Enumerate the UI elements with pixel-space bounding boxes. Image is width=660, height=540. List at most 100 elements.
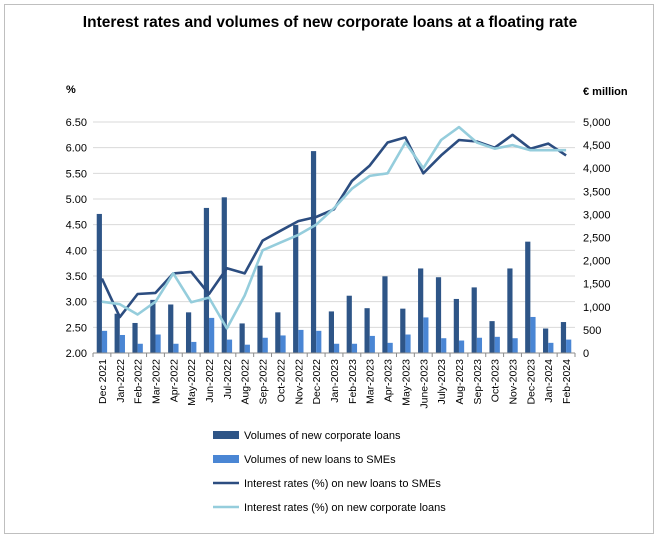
bar: [423, 317, 429, 353]
right-tick-label: 2,500: [583, 233, 611, 245]
bar: [310, 151, 317, 353]
category-label: Apr-2023: [383, 359, 395, 402]
bar: [525, 241, 531, 353]
bar: [334, 343, 340, 353]
category-label: Jan-2023: [329, 359, 341, 403]
category-label: Jul-2022: [222, 359, 234, 399]
bar: [418, 268, 424, 353]
category-label: Apr-2022: [168, 359, 180, 402]
category-label: Feb-2024: [561, 359, 573, 404]
category-label: Mar-2022: [150, 359, 162, 404]
left-tick-label: 6.50: [66, 117, 87, 129]
bar: [244, 344, 250, 353]
bar: [275, 312, 281, 353]
category-label: May-2023: [400, 359, 412, 406]
bar: [369, 335, 375, 353]
bar: [119, 334, 125, 353]
bar: [400, 308, 406, 353]
category-label: Oct-2023: [490, 359, 502, 402]
bar: [132, 322, 138, 353]
legend-label: Volumes of new corporate loans: [244, 430, 401, 442]
legend-label: Interest rates (%) on new loans to SMEs: [244, 478, 441, 490]
bar: [293, 225, 299, 353]
bar: [203, 207, 210, 353]
left-tick-label: 4.00: [66, 245, 87, 257]
chart-frame: [4, 4, 654, 534]
bar: [351, 343, 358, 353]
category-label: Aug-2023: [454, 359, 466, 405]
bar: [489, 321, 495, 353]
bar: [168, 304, 174, 353]
bar: [209, 317, 215, 353]
category-label: Oct-2022: [275, 359, 287, 402]
left-axis-unit: %: [66, 84, 76, 96]
category-label: Jun-2022: [204, 359, 216, 403]
right-tick-label: 3,000: [583, 209, 611, 221]
category-label: Nov-2022: [293, 359, 305, 405]
series-line: [100, 133, 567, 319]
right-tick-label: 1,500: [583, 279, 611, 291]
bar: [543, 328, 549, 353]
bar: [150, 299, 156, 353]
bar: [226, 339, 233, 353]
left-tick-label: 5.50: [66, 168, 87, 180]
left-tick-label: 3.00: [66, 297, 87, 309]
left-tick-label: 2.50: [66, 322, 87, 334]
bar: [185, 312, 192, 353]
bar: [257, 265, 263, 353]
category-label: Sep-2022: [258, 359, 270, 405]
category-label: June-2023: [418, 359, 430, 409]
bar: [173, 343, 179, 353]
bar: [101, 330, 108, 353]
left-tick-label: 3.50: [66, 271, 87, 283]
left-tick-label: 6.00: [66, 143, 87, 155]
bar: [387, 342, 393, 353]
right-tick-label: 0: [583, 348, 589, 360]
right-tick-label: 2,000: [583, 256, 611, 268]
bar: [566, 339, 572, 353]
bar: [114, 313, 120, 353]
bar: [458, 340, 465, 353]
bar: [137, 343, 143, 353]
category-label: Jan-2022: [115, 359, 127, 403]
bar: [382, 276, 388, 353]
category-label: Dec-2022: [311, 359, 323, 405]
legend-label: Interest rates (%) on new corporate loan…: [244, 502, 446, 514]
category-label: July-2023: [436, 359, 448, 405]
bar: [476, 337, 483, 353]
bar: [316, 330, 322, 353]
bar: [441, 338, 447, 353]
right-tick-label: 4,500: [583, 140, 611, 152]
bar: [512, 338, 518, 353]
category-label: Feb-2023: [347, 359, 359, 404]
category-label: Sep-2023: [472, 359, 484, 405]
bar: [221, 197, 227, 353]
bar: [364, 308, 370, 353]
left-tick-label: 5.00: [66, 194, 87, 206]
bar: [96, 213, 102, 353]
category-label: Jan-2024: [543, 359, 555, 403]
bar: [328, 311, 334, 353]
right-tick-label: 3,500: [583, 186, 611, 198]
legend-label: Volumes of new loans to SMEs: [244, 454, 396, 466]
bar: [298, 329, 304, 353]
right-tick-label: 5,000: [583, 117, 611, 129]
bar: [191, 341, 197, 353]
legend-swatch: [213, 455, 239, 463]
bar: [507, 268, 513, 353]
bar: [280, 335, 286, 353]
axes: 6.50 6.00 5.50 5.00 4.50 4.00 3.50 3.00 2.50 2.00…: [66, 117, 611, 409]
right-tick-label: 1,000: [583, 302, 611, 314]
left-tick-label: 4.50: [66, 220, 87, 232]
right-axis-unit: € million: [583, 86, 628, 98]
category-label: Dec 2021: [97, 359, 109, 404]
bar: [530, 316, 536, 353]
legend-swatch: [213, 431, 239, 439]
bars: [96, 151, 572, 353]
bar: [262, 337, 268, 353]
category-label: May-2022: [186, 359, 198, 406]
bar: [471, 287, 477, 353]
category-label: Dec-2023: [525, 359, 537, 405]
bar: [435, 277, 442, 353]
